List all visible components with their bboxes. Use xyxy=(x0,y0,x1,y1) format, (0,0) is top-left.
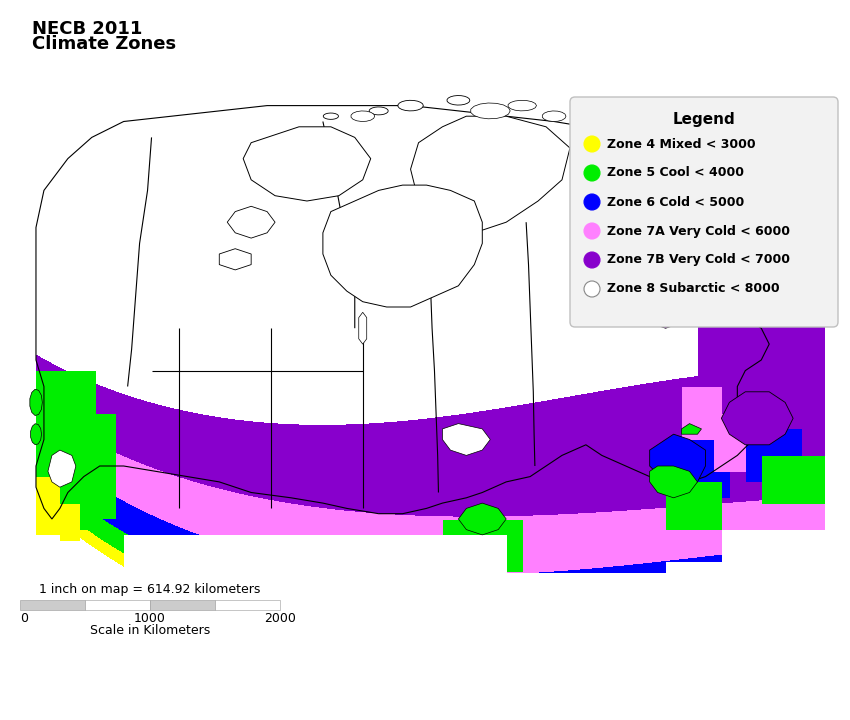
Text: NECB 2011: NECB 2011 xyxy=(32,20,142,38)
Polygon shape xyxy=(542,111,566,122)
Text: Zone 7B Very Cold < 7000: Zone 7B Very Cold < 7000 xyxy=(607,253,790,266)
Polygon shape xyxy=(48,450,76,487)
Text: Legend: Legend xyxy=(672,112,735,127)
Polygon shape xyxy=(508,100,536,111)
Text: 1000: 1000 xyxy=(134,612,166,625)
Circle shape xyxy=(584,223,600,239)
Polygon shape xyxy=(219,248,251,270)
Text: Scale in Kilometers: Scale in Kilometers xyxy=(90,624,210,637)
Bar xyxy=(20,600,85,610)
Polygon shape xyxy=(31,423,42,445)
Bar xyxy=(150,600,215,610)
Polygon shape xyxy=(626,233,706,328)
Text: Zone 6 Cold < 5000: Zone 6 Cold < 5000 xyxy=(607,196,745,209)
Polygon shape xyxy=(227,207,275,238)
Circle shape xyxy=(584,136,600,152)
Polygon shape xyxy=(722,392,793,445)
Bar xyxy=(85,600,150,610)
Polygon shape xyxy=(369,107,388,115)
Polygon shape xyxy=(323,113,338,120)
Polygon shape xyxy=(649,434,705,487)
Circle shape xyxy=(584,165,600,181)
Text: 0: 0 xyxy=(20,612,28,625)
Polygon shape xyxy=(351,111,375,122)
Circle shape xyxy=(584,281,600,297)
FancyBboxPatch shape xyxy=(570,97,838,327)
Polygon shape xyxy=(398,100,423,111)
Polygon shape xyxy=(649,466,698,498)
Polygon shape xyxy=(682,423,701,434)
Text: 1 inch on map = 614.92 kilometers: 1 inch on map = 614.92 kilometers xyxy=(39,583,261,596)
Text: Zone 5 Cool < 4000: Zone 5 Cool < 4000 xyxy=(607,166,744,179)
Polygon shape xyxy=(411,116,570,233)
Polygon shape xyxy=(471,103,510,119)
Text: Zone 4 Mixed < 3000: Zone 4 Mixed < 3000 xyxy=(607,138,756,150)
Polygon shape xyxy=(243,127,371,201)
Polygon shape xyxy=(359,312,366,344)
Bar xyxy=(215,600,280,610)
Text: 2000: 2000 xyxy=(264,612,296,625)
Polygon shape xyxy=(443,423,490,456)
Circle shape xyxy=(584,194,600,210)
Text: Zone 7A Very Cold < 6000: Zone 7A Very Cold < 6000 xyxy=(607,225,790,238)
Text: Climate Zones: Climate Zones xyxy=(32,35,176,53)
Circle shape xyxy=(584,252,600,268)
Polygon shape xyxy=(458,503,507,535)
Text: Zone 8 Subarctic < 8000: Zone 8 Subarctic < 8000 xyxy=(607,282,779,295)
Polygon shape xyxy=(447,96,470,105)
Polygon shape xyxy=(323,185,482,307)
Polygon shape xyxy=(30,390,42,415)
Polygon shape xyxy=(576,122,596,131)
